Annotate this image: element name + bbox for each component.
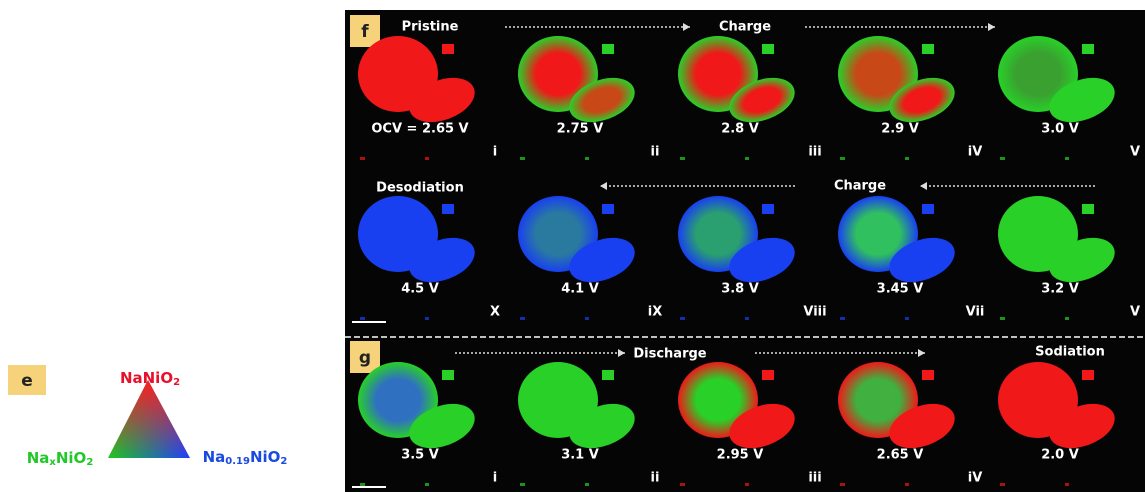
stage-header: Discharge — [633, 347, 706, 362]
step-index: i — [493, 471, 497, 486]
speck — [905, 317, 909, 320]
voltage-label: 4.1 V — [561, 282, 599, 297]
step-index: iV — [968, 145, 983, 160]
speck — [745, 157, 749, 160]
speck — [585, 483, 589, 486]
speck — [1065, 157, 1069, 160]
voltage-label: 2.95 V — [717, 448, 764, 463]
step-index: Vii — [966, 305, 985, 320]
particle-tiny — [1082, 204, 1094, 214]
speck — [360, 317, 365, 320]
particle-tiny — [922, 204, 934, 214]
panel-label: g — [359, 348, 371, 368]
speck — [1065, 483, 1069, 486]
speck — [360, 483, 365, 486]
particle-tiny — [762, 370, 774, 380]
voltage-label: 3.8 V — [721, 282, 759, 297]
particle-tiny — [1082, 44, 1094, 54]
particle-tiny — [922, 370, 934, 380]
voltage-label: 3.0 V — [1041, 122, 1079, 137]
step-index: ii — [651, 145, 660, 160]
formula: Na0.19NiO2 — [203, 448, 288, 468]
step-index: iX — [648, 305, 662, 320]
figure: e f g NaNiO2NaxNiO2Na0.19NiO2OCV = 2.65 … — [0, 0, 1145, 492]
speck — [425, 317, 429, 320]
speck — [840, 157, 845, 160]
step-index: ii — [651, 471, 660, 486]
formula-part: 2 — [280, 456, 287, 467]
step-index: iii — [808, 471, 821, 486]
formula-part: NaNiO — [120, 369, 173, 387]
particle-tiny — [442, 204, 454, 214]
speck — [905, 157, 909, 160]
particle-tiny — [442, 370, 454, 380]
speck — [680, 483, 685, 486]
speck — [1000, 157, 1005, 160]
step-index: iV — [968, 471, 983, 486]
particle-tiny — [922, 44, 934, 54]
voltage-label: OCV = 2.65 V — [371, 122, 468, 137]
speck — [1000, 317, 1005, 320]
formula-part: NiO — [250, 448, 280, 466]
panel-label: f — [361, 22, 369, 42]
step-index: V — [1130, 305, 1140, 320]
formula-part: 2 — [86, 457, 93, 468]
step-index: X — [490, 305, 500, 320]
step-index: iii — [808, 145, 821, 160]
formula-part: Na — [203, 448, 226, 466]
page: {"legend":{"label":"e","top":["NaNiO","2… — [0, 0, 1145, 492]
particle-tiny — [602, 370, 614, 380]
step-index: V — [1130, 145, 1140, 160]
formula: NaxNiO2 — [27, 449, 94, 469]
particle-tiny — [602, 44, 614, 54]
speck — [680, 317, 685, 320]
speck — [680, 157, 685, 160]
speck — [585, 157, 589, 160]
speck — [840, 483, 845, 486]
stage-header: Charge — [834, 179, 886, 194]
particle-tiny — [762, 204, 774, 214]
voltage-label: 2.9 V — [881, 122, 919, 137]
stage-header: Charge — [719, 20, 771, 35]
particle-tiny — [762, 44, 774, 54]
voltage-label: 2.65 V — [877, 448, 924, 463]
step-index: i — [493, 145, 497, 160]
formula-part: NiO — [56, 449, 86, 467]
speck — [745, 483, 749, 486]
speck — [745, 317, 749, 320]
speck — [1000, 483, 1005, 486]
color-triangle-overlay — [108, 380, 190, 458]
speck — [585, 317, 589, 320]
panel-label: e — [21, 371, 33, 391]
stage-header: Pristine — [402, 20, 459, 35]
voltage-label: 2.0 V — [1041, 448, 1079, 463]
formula-part: 2 — [173, 377, 180, 388]
speck — [520, 317, 525, 320]
speck — [840, 317, 845, 320]
voltage-label: 3.5 V — [401, 448, 439, 463]
speck — [425, 483, 429, 486]
voltage-label: 3.45 V — [877, 282, 924, 297]
stage-header: Sodiation — [1035, 345, 1105, 360]
speck — [360, 157, 365, 160]
speck — [520, 483, 525, 486]
voltage-label: 3.2 V — [1041, 282, 1079, 297]
speck — [1065, 317, 1069, 320]
particle-tiny — [442, 44, 454, 54]
formula-part: Na — [27, 449, 50, 467]
voltage-label: 2.75 V — [557, 122, 604, 137]
voltage-label: 2.8 V — [721, 122, 759, 137]
voltage-label: 4.5 V — [401, 282, 439, 297]
particle-tiny — [602, 204, 614, 214]
particle-tiny — [1082, 370, 1094, 380]
speck — [905, 483, 909, 486]
voltage-label: 3.1 V — [561, 448, 599, 463]
formula-part: 0.19 — [225, 456, 250, 467]
stage-header: Desodiation — [376, 181, 464, 196]
formula: NaNiO2 — [120, 369, 180, 389]
step-index: Viii — [803, 305, 826, 320]
speck — [425, 157, 429, 160]
speck — [520, 157, 525, 160]
